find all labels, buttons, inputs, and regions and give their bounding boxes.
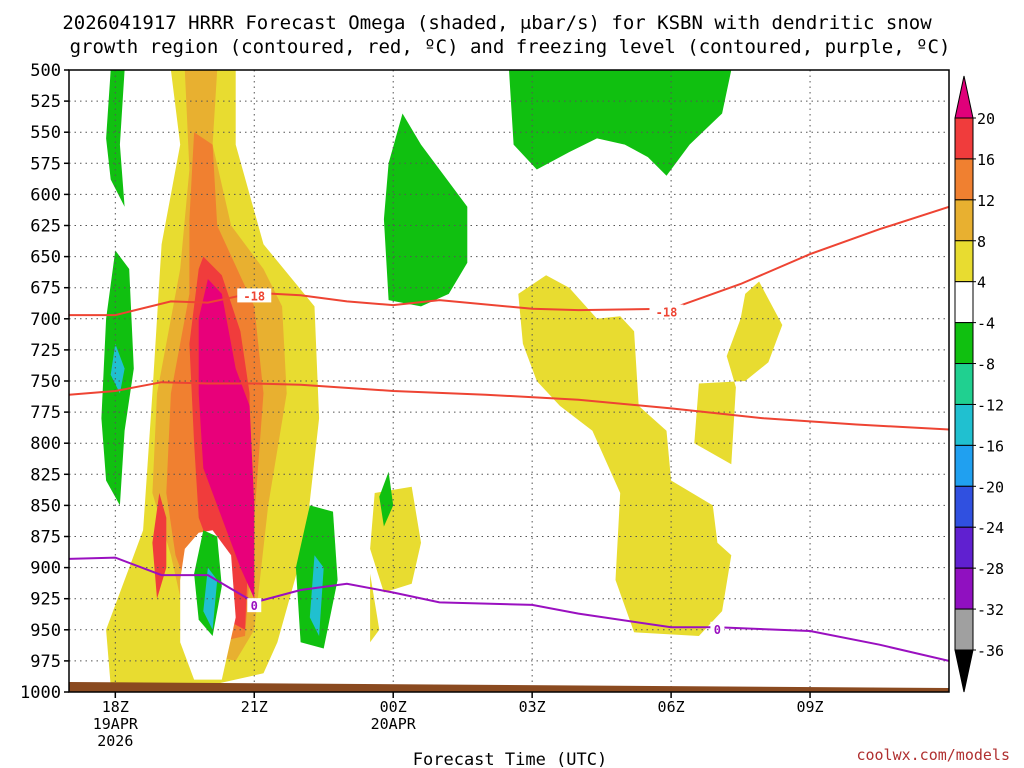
contour-label-bg-0 xyxy=(237,288,272,303)
colorbar-bottom-triangle xyxy=(954,649,974,693)
contour-label-bg-1 xyxy=(649,304,684,319)
colorbar-label--36: -36 xyxy=(977,642,1004,660)
y-tick-label-750: 750 xyxy=(30,372,61,392)
colorbar-swatch-11 xyxy=(954,567,974,610)
y-tick-label-850: 850 xyxy=(30,496,61,516)
y-tick-label-975: 975 xyxy=(30,652,61,672)
plot-area: -18 -18 0 0 xyxy=(68,69,950,693)
colorbar-label-20: 20 xyxy=(977,110,995,128)
omega-region-green-14 xyxy=(509,70,732,176)
omega-region-cyan-19 xyxy=(203,567,218,630)
y-tick-label-650: 650 xyxy=(30,248,61,268)
colorbar-label--12: -12 xyxy=(977,396,1004,414)
y-tick-label-775: 775 xyxy=(30,403,61,423)
y-tick-label-700: 700 xyxy=(30,310,61,330)
x-axis-label: Forecast Time (UTC) xyxy=(413,750,607,768)
y-tick-label-950: 950 xyxy=(30,621,61,641)
y-tick-label-625: 625 xyxy=(30,217,61,237)
x-tick-label-18Z-2: 2026 xyxy=(97,732,133,750)
colorbar-label--16: -16 xyxy=(977,437,1004,455)
colorbar-label--4: -4 xyxy=(977,315,995,333)
colorbar-legend: 20 16 12 8 4 -4 -8 -12 -16 -20 -24 -28 -32 -36 xyxy=(954,75,1004,693)
contour-label-bg-2 xyxy=(247,598,262,613)
colorbar-label-8: 8 xyxy=(977,233,986,251)
colorbar-label--28: -28 xyxy=(977,560,1004,578)
colorbar-swatch-3 xyxy=(954,240,974,283)
colorbar-swatch-12 xyxy=(954,608,974,651)
ground-strip xyxy=(69,682,949,692)
colorbar-swatch-2 xyxy=(954,199,974,242)
colorbar-swatch-5 xyxy=(954,322,974,365)
colorbar-label-16: 16 xyxy=(977,151,995,169)
colorbar-label-4: 4 xyxy=(977,274,986,292)
chart-title-line2: growth region (contoured, red, ºC) and f… xyxy=(70,36,951,58)
contour-label-1: -18 xyxy=(656,306,678,320)
colorbar-label-12: 12 xyxy=(977,192,995,210)
colorbar-swatch-10 xyxy=(954,526,974,569)
omega-region-yellow-2 xyxy=(694,281,783,465)
chart-title-line1: 2026041917 HRRR Forecast Omega (shaded, … xyxy=(62,12,932,34)
y-tick-label-725: 725 xyxy=(30,341,61,361)
contour-label-3: 0 xyxy=(714,623,721,637)
contour-line-1 xyxy=(69,381,949,431)
colorbar-label--20: -20 xyxy=(977,478,1004,496)
contour-label-0: -18 xyxy=(243,289,265,303)
y-tick-label-550: 550 xyxy=(30,123,61,143)
colorbar-swatch-1 xyxy=(954,158,974,201)
contour-line-0 xyxy=(69,205,949,317)
y-tick-label-525: 525 xyxy=(30,92,61,112)
colorbar-swatch-8 xyxy=(954,444,974,487)
omega-region-yellow-1 xyxy=(518,275,732,636)
omega-region-yellow-4 xyxy=(370,573,380,643)
colorbar-top-triangle xyxy=(954,75,974,119)
omega-region-green-15 xyxy=(379,471,394,527)
y-tick-label-575: 575 xyxy=(30,154,61,174)
colorbar-swatch-7 xyxy=(954,403,974,446)
colorbar-swatch-6 xyxy=(954,363,974,405)
omega-region-green-11 xyxy=(106,70,125,207)
y-tick-label-500: 500 xyxy=(30,61,61,81)
y-tick-label-925: 925 xyxy=(30,590,61,610)
y-tick-label-800: 800 xyxy=(30,434,61,454)
omega-region-yellow-3 xyxy=(370,486,421,593)
x-tick-label-00Z-0: 00Z xyxy=(380,698,407,716)
x-tick-label-18Z-0: 18Z xyxy=(102,698,129,716)
omega-region-green-13 xyxy=(383,113,468,307)
y-axis: 500 525 550 575 600 625 650 675 700 725 750 775 800 8… xyxy=(20,61,69,703)
y-tick-label-875: 875 xyxy=(30,528,61,548)
x-tick-label-03Z-0: 03Z xyxy=(519,698,546,716)
x-tick-label-18Z-1: 19APR xyxy=(93,715,139,733)
colorbar-label--8: -8 xyxy=(977,356,995,374)
y-tick-label-600: 600 xyxy=(30,185,61,205)
contour-label-2: 0 xyxy=(251,599,258,613)
colorbar-swatch-0 xyxy=(954,117,974,160)
omega-region-cyan-20 xyxy=(309,555,324,636)
y-tick-label-675: 675 xyxy=(30,279,61,299)
contour-line-2 xyxy=(69,556,949,662)
x-tick-label-06Z-0: 06Z xyxy=(658,698,685,716)
y-tick-label-825: 825 xyxy=(30,465,61,485)
x-tick-label-00Z-1: 20APR xyxy=(371,715,417,733)
y-tick-label-900: 900 xyxy=(30,559,61,579)
colorbar-label--32: -32 xyxy=(977,601,1004,619)
x-tick-label-21Z-0: 21Z xyxy=(241,698,268,716)
contour-label-bg-3 xyxy=(710,621,725,636)
colorbar-label--24: -24 xyxy=(977,519,1004,537)
y-tick-label-1000: 1000 xyxy=(20,683,61,703)
x-tick-label-09Z-0: 09Z xyxy=(797,698,824,716)
plot-clip-group: -18 -18 0 0 xyxy=(69,70,949,692)
credit-text: coolwx.com/models xyxy=(856,746,1010,764)
colorbar-swatch-4 xyxy=(954,281,974,324)
colorbar-swatch-9 xyxy=(954,485,974,528)
omega-region-magenta-9 xyxy=(198,279,255,599)
